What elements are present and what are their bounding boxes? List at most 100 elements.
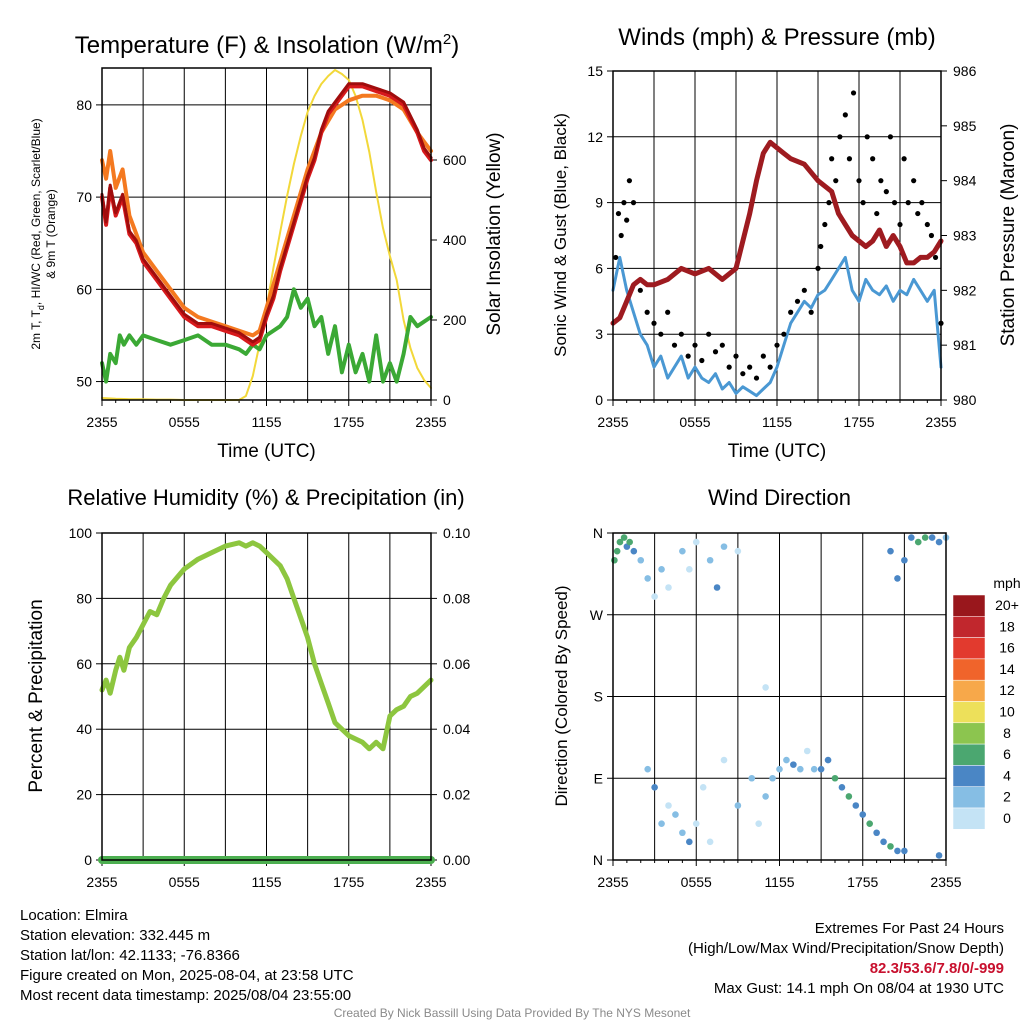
panel-3-ytick-label: 20	[76, 787, 92, 803]
panel-1-y2tick-label: 0	[443, 392, 451, 408]
panel-3-y2tick-label: 0.00	[443, 852, 470, 868]
gust-point	[712, 349, 719, 355]
panel-4-ylabel: Direction (Colored By Speed)	[552, 585, 571, 806]
gust-point	[706, 331, 712, 337]
gust-point	[883, 189, 889, 195]
panel-3-y2tick-label: 0.04	[443, 721, 470, 737]
panel-2-ytick-label: 3	[595, 326, 603, 342]
panel-1-frame	[101, 67, 432, 401]
panel-2-y2tick-label: 985	[953, 118, 977, 134]
panel-2-xtick-label: 2355	[597, 414, 628, 430]
direction-point	[626, 538, 633, 546]
panel-3-xtick-label: 2355	[86, 874, 117, 890]
direction-point	[873, 829, 880, 837]
panel-2-ytick-label: 9	[595, 195, 603, 211]
gust-point	[615, 210, 622, 217]
colorbar-label: 6	[1003, 746, 1011, 762]
gust-point	[665, 309, 671, 315]
panel-3-y2tick-label: 0.02	[443, 787, 470, 803]
gust-point	[924, 221, 930, 228]
gust-point	[740, 371, 746, 377]
panel-1-xtick-label: 1755	[333, 414, 364, 430]
colorbar-label: 12	[999, 682, 1015, 698]
gust-point	[905, 200, 911, 206]
gust-point	[911, 178, 917, 184]
station-elevation: Station elevation: 332.445 m	[20, 927, 211, 944]
colorbar-swatch	[952, 765, 986, 787]
panel-3-y2tick-label: 0.08	[443, 590, 470, 606]
extremes-values: 82.3/53.6/7.8/0/-999	[869, 960, 1004, 977]
panel-2-xtick-label: 2355	[925, 414, 956, 430]
direction-point	[692, 820, 700, 827]
direction-point	[852, 802, 860, 809]
direction-point	[620, 534, 628, 541]
direction-point	[651, 593, 658, 600]
gust-point	[699, 357, 705, 364]
direction-point	[755, 820, 762, 827]
panel-1-ytick-label: 50	[76, 374, 92, 390]
gust-point	[678, 331, 684, 337]
panel-3-xtick-label: 1755	[333, 874, 364, 890]
colorbar-label: 14	[999, 661, 1015, 677]
panel-2-ylabel-right: Station Pressure (Maroon)	[998, 124, 1019, 347]
panel-3-xtick-label: 2355	[415, 874, 446, 890]
direction-point	[713, 584, 721, 591]
figure-created: Figure created on Mon, 2025-08-04, at 23…	[20, 967, 354, 984]
colorbar-swatch	[952, 637, 986, 660]
gust-point	[928, 232, 935, 239]
direction-point	[838, 784, 846, 791]
gust-point	[651, 320, 657, 326]
gust-point	[874, 210, 880, 217]
panel-1-title-main: Temperature (F) & Insolation (W/m	[75, 32, 443, 59]
gust-point	[829, 156, 835, 162]
gust-point	[864, 134, 870, 140]
panel-1-xtick-label: 2355	[415, 414, 446, 430]
panel-3-xtick-label: 0555	[169, 874, 200, 890]
panel-2-y2tick-label: 980	[953, 392, 977, 408]
gust-point	[818, 243, 824, 250]
gust-point	[808, 309, 814, 315]
direction-point	[887, 843, 894, 850]
panel-3-frame	[101, 532, 432, 861]
direction-point	[921, 534, 929, 541]
credit-line: Created By Nick Bassill Using Data Provi…	[333, 1006, 691, 1020]
gust-point	[856, 178, 862, 184]
panel-4: N E S W N 2355 0555 1155 1755 2355 Wind Direction D…	[552, 485, 962, 890]
direction-point	[734, 802, 742, 809]
station-location: Location: Elmira	[20, 907, 128, 924]
panel-2-title: Winds (mph) & Pressure (mb)	[618, 24, 935, 51]
gust-point	[919, 200, 925, 206]
station-info: Location: Elmira Station elevation: 332.…	[20, 906, 354, 1006]
direction-point	[880, 838, 887, 846]
direction-point	[748, 774, 756, 782]
panel-3-title: Relative Humidity (%) & Precipitation (i…	[67, 485, 464, 510]
panel-1-xlabel: Time (UTC)	[217, 441, 316, 462]
gust-point	[685, 353, 691, 359]
gust-point	[733, 353, 739, 359]
station-latlon: Station lat/lon: 42.1133; -76.8366	[20, 947, 240, 964]
panel-2-xtick-label: 1755	[843, 414, 874, 430]
panel-1-y2tick-label: 600	[443, 152, 467, 168]
panel-1-xtick-label: 1155	[251, 414, 281, 430]
colorbar-label: 4	[1003, 767, 1011, 783]
panel-2-ytick-label: 12	[587, 129, 603, 145]
colorbar-swatch	[952, 807, 986, 830]
panel-2-frame	[612, 70, 942, 401]
gust-point	[870, 156, 876, 162]
direction-point	[644, 575, 651, 582]
panel-1-title: Temperature (F) & Insolation (W/m2)	[75, 31, 459, 59]
panel-4-ytick-label: N	[593, 525, 603, 541]
colorbar-swatch	[952, 701, 986, 724]
direction-point	[935, 852, 943, 859]
colorbar: mph 20+ 18 16 14 12 10 8 6 4 2 0	[952, 575, 1021, 830]
panel-1-ylabel-sub: d	[36, 305, 46, 310]
panel-3-ytick-label: 0	[84, 852, 92, 868]
panel-4-xtick-label: 1155	[764, 874, 794, 890]
colorbar-label: 8	[1003, 725, 1011, 741]
gust-point	[637, 287, 643, 293]
direction-point	[686, 838, 693, 846]
panel-1-ylabel-a: 2m T, T	[29, 309, 43, 349]
colorbar-label: 18	[999, 618, 1015, 634]
direction-point	[797, 765, 804, 773]
gust-point	[897, 221, 903, 228]
